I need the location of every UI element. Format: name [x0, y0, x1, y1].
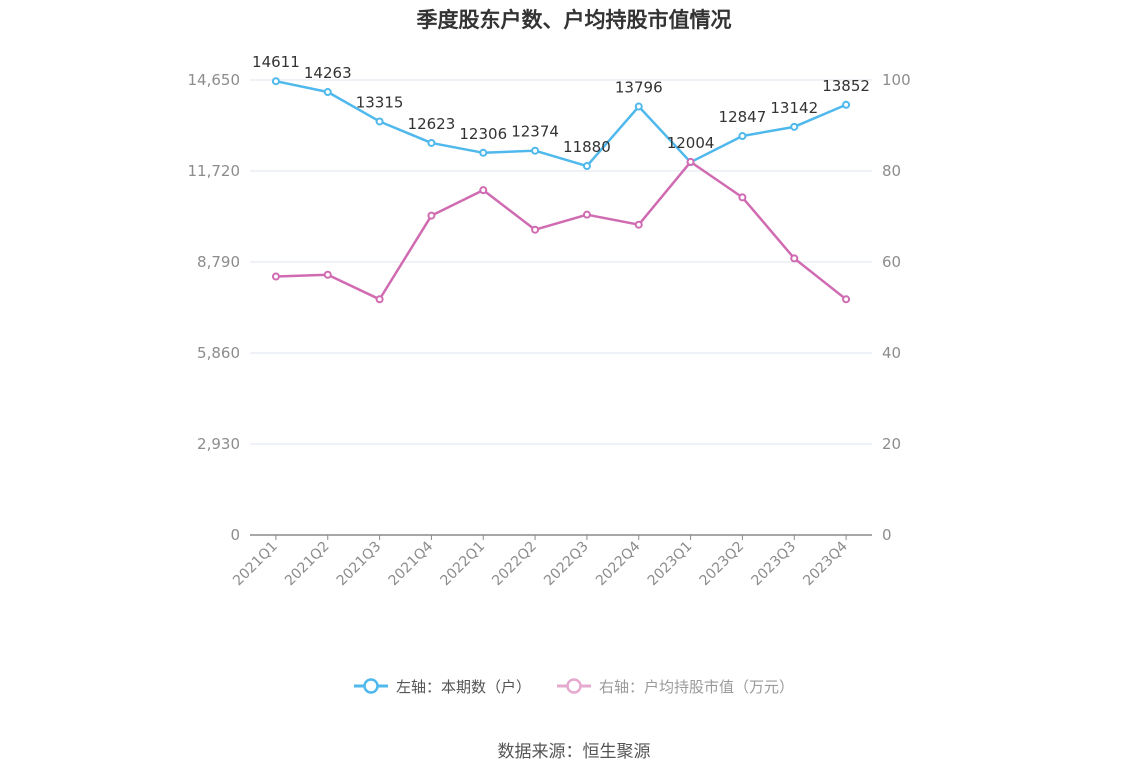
households-data-label: 11880 [563, 138, 611, 156]
avg-holding-value-point [323, 270, 332, 279]
households-data-label: 13796 [615, 79, 663, 97]
avg-holding-value-point [582, 210, 591, 219]
y-left-tick-label: 0 [230, 526, 240, 544]
x-tick-label: 2021Q4 [386, 538, 437, 589]
households-line [275, 79, 847, 168]
y-left-tick-label: 8,790 [197, 253, 240, 271]
households-point [323, 88, 332, 97]
households-point [738, 131, 747, 140]
households-data-label: 12623 [408, 115, 456, 133]
avg-holding-value-point [531, 225, 540, 234]
x-tick-label: 2023Q3 [748, 539, 799, 590]
y-right-tick-label: 20 [882, 435, 901, 453]
households-data-label: 13852 [822, 77, 870, 95]
households-point [582, 162, 591, 171]
households-point [531, 146, 540, 155]
households-point [790, 122, 799, 131]
y-right-tick-label: 100 [882, 71, 911, 89]
avg-holding-value-point [790, 254, 799, 263]
legend-label-households: 左轴：本期数（户） [395, 677, 531, 696]
avg-holding-value-point [738, 193, 747, 202]
avg-holding-value-point [479, 186, 488, 195]
households-data-label: 12847 [719, 108, 767, 126]
avg-holding-value-point [375, 295, 384, 304]
y-right-tick-label: 40 [882, 344, 901, 362]
y-left-tick-label: 2,930 [197, 435, 240, 453]
households-data-label: 14263 [304, 64, 352, 82]
x-tick-label: 2022Q1 [437, 539, 488, 590]
households-point [375, 117, 384, 126]
households-point [842, 100, 851, 109]
y-left-tick-label: 5,860 [197, 344, 240, 362]
avg-holding-value-point [427, 211, 436, 220]
y-left-tick-label: 11,720 [188, 162, 241, 180]
households-data-label: 14611 [252, 53, 300, 71]
x-tick-label: 2022Q3 [541, 539, 592, 590]
legend-item-households[interactable]: 左轴：本期数（户） [353, 676, 531, 697]
households-data-label: 13142 [770, 99, 818, 117]
x-tick-label: 2023Q2 [697, 539, 748, 590]
households-data-label: 13315 [356, 93, 404, 111]
households-point [634, 102, 643, 111]
chart-title: 季度股东户数、户均持股市值情况 [416, 8, 732, 32]
households-data-label: 12004 [667, 134, 715, 152]
data-source: 数据来源：恒生聚源 [497, 742, 651, 762]
avg-holding-value-point [842, 295, 851, 304]
legend: 左轴：本期数（户） 右轴：户均持股市值（万元） [0, 672, 1148, 700]
y-right-tick-label: 60 [882, 253, 901, 271]
legend-label-avg-holding-value: 右轴：户均持股市值（万元） [599, 677, 795, 696]
y-left-tick-label: 14,650 [188, 71, 241, 89]
households-data-label: 12374 [511, 123, 559, 141]
x-tick-label: 2021Q2 [282, 539, 333, 590]
legend-marker-pink-icon [557, 678, 591, 694]
avg-holding-value-line [275, 160, 847, 301]
households-data-label: 12306 [459, 125, 507, 143]
x-tick-label: 2021Q3 [334, 539, 385, 590]
households-point [427, 138, 436, 147]
line-chart: 0 0 2,930 20 5,860 40 8,790 60 11,720 80 14,650 100… [188, 53, 911, 590]
x-tick-label: 2022Q4 [593, 538, 644, 589]
y-right-tick-label: 80 [882, 162, 901, 180]
x-tick-label: 2021Q1 [230, 539, 281, 590]
avg-holding-value-point [271, 272, 280, 281]
legend-item-avg-holding-value[interactable]: 右轴：户均持股市值（万元） [557, 676, 794, 697]
avg-holding-value-point [634, 220, 643, 229]
households-point [271, 77, 280, 86]
households-point [479, 148, 488, 157]
x-tick-label: 2023Q1 [645, 539, 696, 590]
x-tick-label: 2023Q4 [800, 538, 851, 589]
y-right-tick-label: 0 [882, 526, 892, 544]
avg-holding-value-point [686, 157, 695, 166]
legend-marker-blue-icon [353, 678, 388, 694]
x-tick-label: 2022Q2 [489, 539, 540, 590]
